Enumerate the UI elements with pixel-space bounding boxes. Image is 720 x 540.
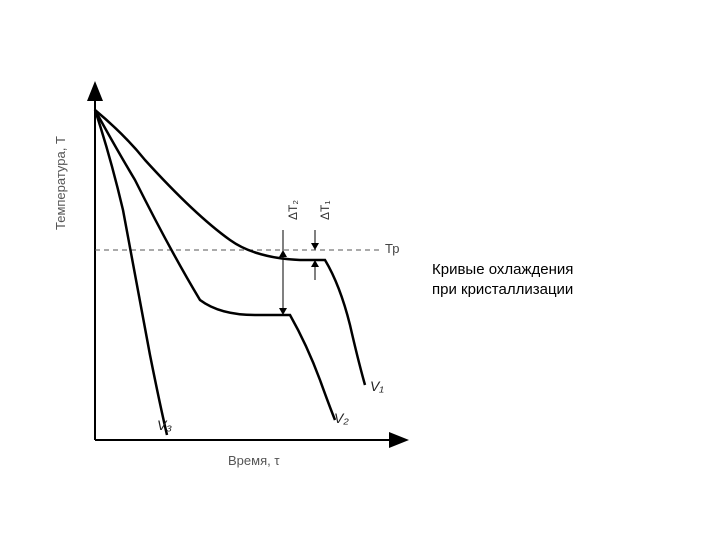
x-axis-label: Время, τ [228, 453, 279, 468]
curve-v2 [95, 110, 335, 420]
delta-t2-label: ΔT₂ [286, 200, 300, 220]
caption-line-2: при кристаллизации [432, 281, 573, 298]
caption-line-1: Кривые охлаждения [432, 261, 573, 278]
delta-t1-arrow-down [311, 243, 319, 250]
tp-label: Тр [385, 241, 399, 256]
curve-v2-label: V₂ [334, 410, 349, 426]
curve-v3-label: V₃ [157, 417, 172, 433]
curve-v1 [95, 110, 365, 385]
curve-v1-label: V₁ [370, 378, 384, 394]
diagram-svg [75, 75, 415, 455]
delta-t2-arrow-up [279, 250, 287, 257]
curve-v3 [95, 110, 167, 435]
diagram-caption: Кривые охлаждения при кристаллизации [432, 260, 573, 299]
delta-t1-label: ΔT₁ [318, 201, 332, 220]
cooling-curves-diagram [75, 75, 415, 455]
y-axis-label: Температура, Т [53, 136, 68, 230]
